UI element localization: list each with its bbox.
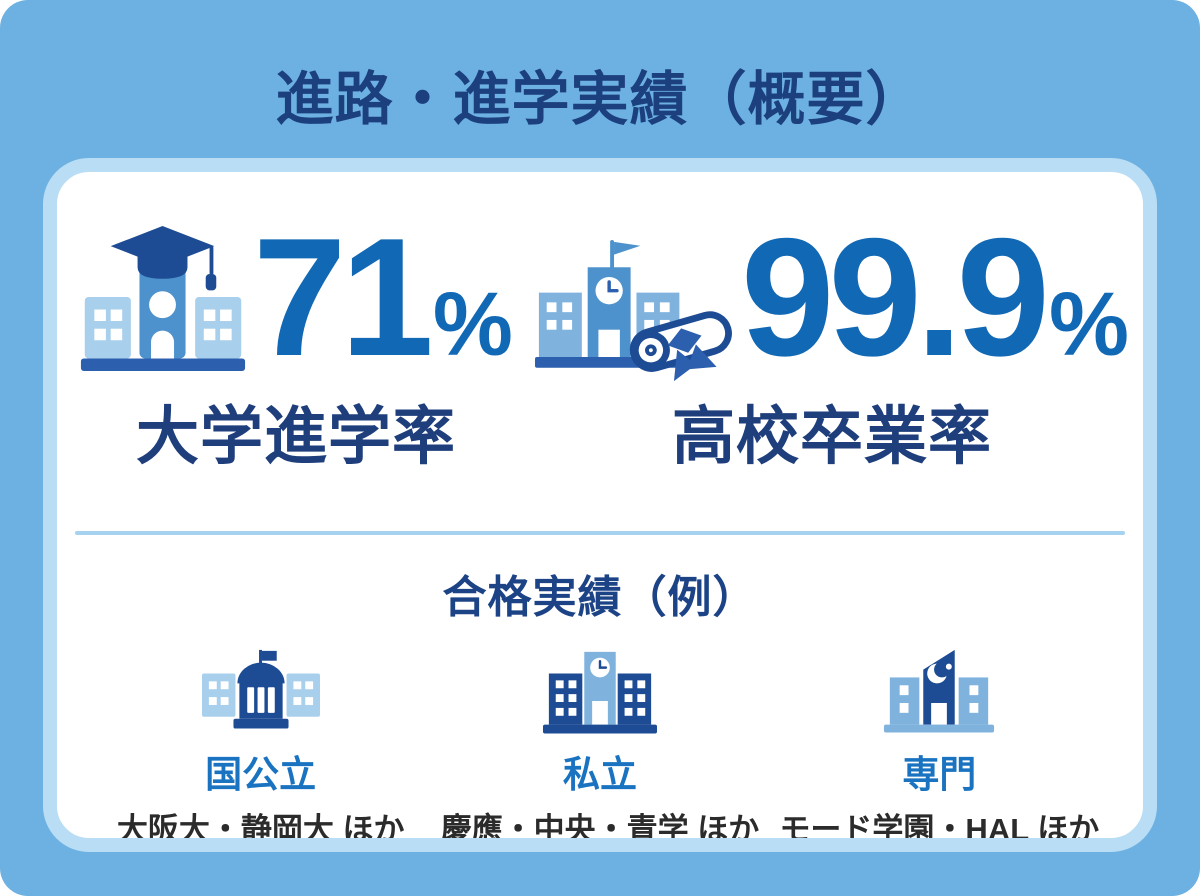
stat-value: 71% bbox=[253, 213, 513, 381]
vocational-school-building-icon bbox=[884, 650, 995, 733]
divider bbox=[75, 530, 1125, 535]
stat-graduation-top: 99.9% bbox=[534, 213, 1129, 382]
stat-value-number: 99.9 bbox=[740, 203, 1050, 391]
percent-sign: % bbox=[432, 275, 513, 375]
clock-icon bbox=[607, 280, 619, 293]
stat-university-top: 71% bbox=[79, 213, 513, 381]
percent-sign: % bbox=[1048, 275, 1129, 375]
stat-value: 99.9% bbox=[741, 213, 1129, 381]
stat-label-graduation: 高校卒業率 bbox=[671, 401, 992, 472]
crescent-logo-icon bbox=[927, 662, 953, 684]
column-label: 専門 bbox=[902, 753, 977, 795]
section-heading: 合格実績（例） bbox=[442, 572, 758, 622]
private-school-building-icon bbox=[542, 652, 658, 734]
stat-graduation-rate: 99.9% 高校卒業率 bbox=[534, 213, 1129, 477]
column-national-public: 国公立 大阪大・静岡大 ほか bbox=[91, 647, 430, 847]
flag-icon bbox=[614, 241, 641, 255]
diploma-scroll-icon bbox=[629, 311, 732, 382]
stat-value-number: 71 bbox=[253, 203, 434, 391]
column-label: 国公立 bbox=[205, 753, 317, 795]
clock-icon bbox=[598, 660, 608, 670]
results-card: 71% 大学進学率 bbox=[43, 158, 1157, 852]
results-columns: 国公立 大阪大・静岡大 ほか bbox=[57, 647, 1143, 847]
column-label: 私立 bbox=[562, 753, 637, 795]
university-building-icon bbox=[80, 225, 246, 371]
government-building-icon bbox=[201, 650, 320, 729]
stat-label-university: 大学進学率 bbox=[135, 401, 456, 472]
column-private: 私立 慶應・中央・青学 ほか bbox=[430, 647, 769, 847]
high-school-diploma-icon bbox=[534, 239, 732, 382]
page-title: 進路・進学実績（概要） bbox=[275, 67, 925, 132]
stat-university-rate: 71% 大学進学率 bbox=[79, 213, 513, 477]
column-vocational: 専門 モード学園・HAL ほか bbox=[770, 647, 1109, 847]
stats-row: 71% 大学進学率 bbox=[57, 172, 1143, 477]
column-examples: モード学園・HAL ほか bbox=[779, 811, 1100, 847]
column-examples: 慶應・中央・青学 ほか bbox=[440, 811, 760, 847]
column-examples: 大阪大・静岡大 ほか bbox=[116, 811, 405, 847]
